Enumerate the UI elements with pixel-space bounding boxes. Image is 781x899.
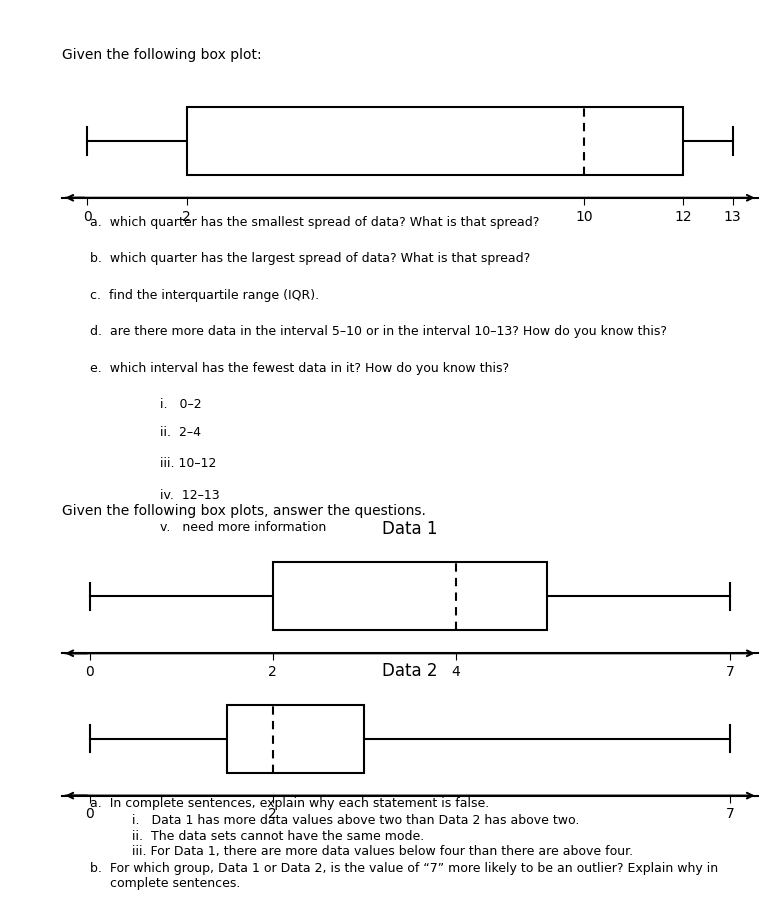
- Bar: [187, 107, 683, 175]
- Title: Data 1: Data 1: [382, 520, 438, 538]
- Text: iv.  12–13: iv. 12–13: [160, 489, 219, 503]
- Text: i.   Data 1 has more data values above two than Data 2 has above two.: i. Data 1 has more data values above two…: [132, 814, 580, 827]
- Text: Given the following box plots, answer the questions.: Given the following box plots, answer th…: [62, 504, 426, 518]
- Text: a.  which quarter has the smallest spread of data? What is that spread?: a. which quarter has the smallest spread…: [91, 216, 540, 229]
- Text: Given the following box plot:: Given the following box plot:: [62, 49, 262, 62]
- Text: a.  In complete sentences, explain why each statement is false.: a. In complete sentences, explain why ea…: [91, 797, 490, 810]
- Text: iii. For Data 1, there are more data values below four than there are above four: iii. For Data 1, there are more data val…: [132, 845, 633, 859]
- Text: c.  find the interquartile range (IQR).: c. find the interquartile range (IQR).: [91, 289, 319, 302]
- Text: d.  are there more data in the interval 5–10 or in the interval 10–13? How do yo: d. are there more data in the interval 5…: [91, 325, 667, 338]
- Text: b.  For which group, Data 1 or Data 2, is the value of “7” more likely to be an : b. For which group, Data 1 or Data 2, is…: [91, 862, 719, 890]
- Text: b.  which quarter has the largest spread of data? What is that spread?: b. which quarter has the largest spread …: [91, 253, 530, 265]
- Text: e.  which interval has the fewest data in it? How do you know this?: e. which interval has the fewest data in…: [91, 361, 509, 375]
- Title: Data 2: Data 2: [382, 663, 438, 681]
- Text: ii.  The data sets cannot have the same mode.: ii. The data sets cannot have the same m…: [132, 830, 424, 842]
- Text: i.   0–2: i. 0–2: [160, 398, 201, 411]
- Bar: [273, 562, 547, 630]
- Text: ii.  2–4: ii. 2–4: [160, 425, 201, 439]
- Text: v.   need more information: v. need more information: [160, 521, 326, 534]
- Text: iii. 10–12: iii. 10–12: [160, 458, 216, 470]
- Bar: [227, 705, 364, 773]
